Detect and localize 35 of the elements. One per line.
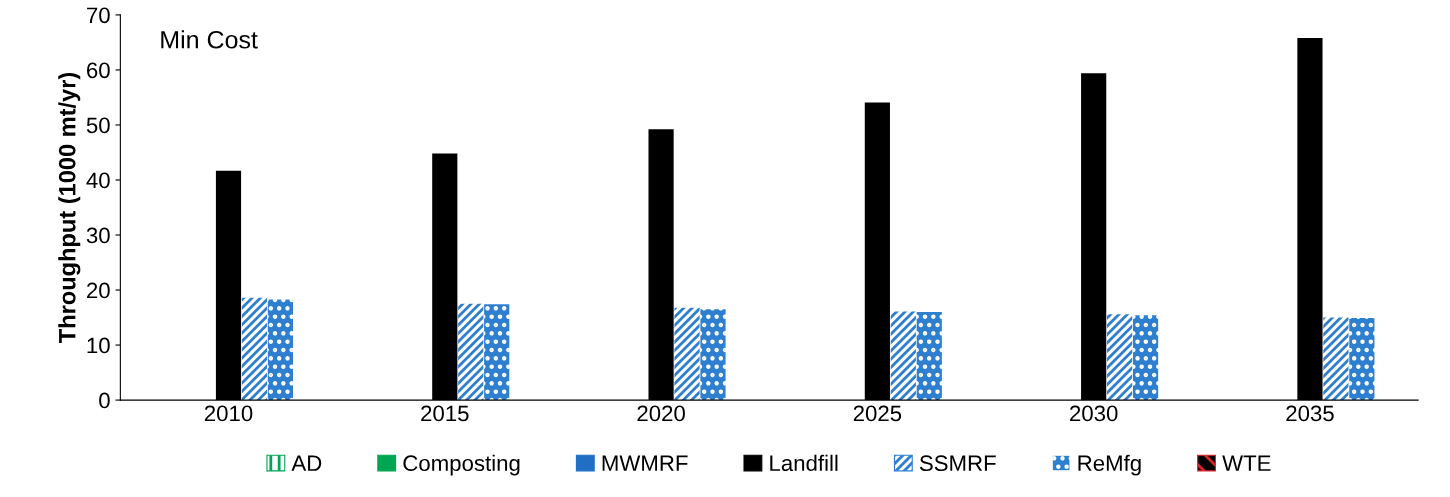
legend-label: AD — [291, 455, 322, 471]
bar — [1349, 318, 1375, 401]
x-tick-label: 2030 — [1070, 405, 1118, 422]
x-tick-label: 2010 — [204, 405, 253, 422]
bar — [458, 303, 484, 401]
bar — [484, 304, 510, 401]
x-tick-label: 2020 — [637, 405, 685, 422]
annotation: Min Cost — [161, 30, 258, 49]
bar — [241, 297, 268, 401]
x-tick-label: 2025 — [853, 405, 902, 422]
legend-label: WTE — [1222, 455, 1271, 471]
y-tick-label: 30 — [86, 227, 110, 244]
bar — [1323, 317, 1349, 401]
bar — [916, 312, 942, 401]
legend-label: SSMRF — [919, 455, 996, 472]
legend-label: MWMRF — [602, 455, 688, 471]
bar — [700, 309, 726, 401]
y-tick-label: 20 — [87, 282, 110, 299]
y-tick-label: 50 — [86, 117, 110, 134]
y-tick-label: 10 — [87, 337, 110, 354]
x-tick-label: 2015 — [421, 405, 469, 422]
bar — [890, 311, 916, 401]
bar — [1132, 315, 1159, 401]
legend-label: Composting — [403, 454, 520, 476]
bar — [1107, 314, 1133, 401]
y-tick-label: 60 — [87, 62, 110, 79]
legend-label: ReMfg — [1078, 454, 1141, 476]
y-tick-label: 70 — [87, 7, 110, 24]
y-tick-label: 40 — [86, 172, 110, 189]
bar — [267, 299, 293, 401]
bar — [674, 307, 700, 401]
x-tick-label: 2035 — [1286, 405, 1334, 422]
y-axis-title: Throughput (1000 mt/yr) — [58, 72, 81, 343]
legend-label: Landfill — [770, 454, 838, 472]
y-tick-label: 0 — [99, 392, 110, 409]
